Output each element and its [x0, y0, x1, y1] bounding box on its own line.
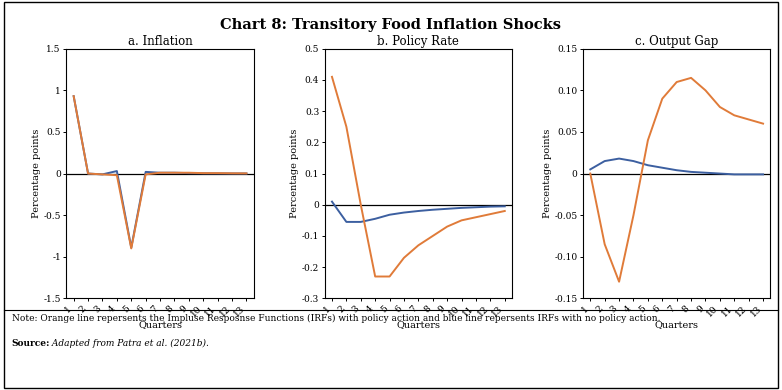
Y-axis label: Percentage points: Percentage points — [543, 129, 551, 218]
Text: Source:: Source: — [12, 339, 50, 348]
Title: b. Policy Rate: b. Policy Rate — [378, 35, 459, 48]
Y-axis label: Percentage points: Percentage points — [31, 129, 41, 218]
X-axis label: Quarters: Quarters — [655, 320, 698, 329]
Text: Note: Orange line repersents the Impluse Resposnse Functions (IRFs) with policy : Note: Orange line repersents the Impluse… — [12, 314, 660, 323]
Text: Chart 8: Transitory Food Inflation Shocks: Chart 8: Transitory Food Inflation Shock… — [221, 18, 561, 32]
Title: c. Output Gap: c. Output Gap — [635, 35, 719, 48]
X-axis label: Quarters: Quarters — [138, 320, 182, 329]
X-axis label: Quarters: Quarters — [396, 320, 440, 329]
Text: Adapted from Patra et al. (2021b).: Adapted from Patra et al. (2021b). — [49, 339, 209, 348]
Y-axis label: Percentage points: Percentage points — [290, 129, 299, 218]
Title: a. Inflation: a. Inflation — [127, 35, 192, 48]
